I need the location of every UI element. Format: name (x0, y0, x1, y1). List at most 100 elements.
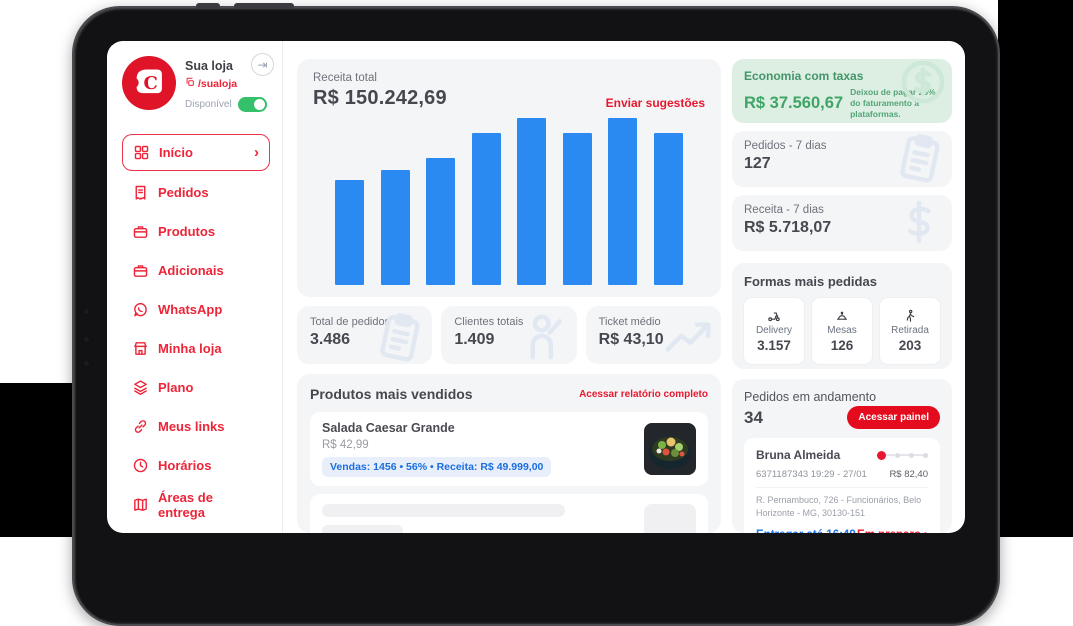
clipboard-watermark-icon (892, 131, 946, 187)
stats-row: Total de pedidos 3.486 Clientes totais 1.40… (297, 306, 721, 364)
orders-7days-value: 127 (744, 155, 771, 172)
background-patch-right (998, 0, 1073, 537)
sidebar-item-areas-de-entrega[interactable]: Áreas de entrega (122, 485, 270, 524)
availability-toggle[interactable] (237, 97, 267, 112)
order-customer-name: Bruna Almeida (756, 448, 841, 462)
tablet-frame: ⇥ C Sua loja /sualoja (72, 3, 1000, 626)
link-icon (132, 418, 149, 435)
map-icon (132, 496, 149, 513)
sidebar: ⇥ C Sua loja /sualoja (107, 41, 283, 533)
order-type-retirada: Retirada 203 (880, 298, 940, 364)
main-panel: Receita total R$ 150.242,69 Enviar suges… (283, 41, 732, 533)
order-status-text: Em preparo (857, 529, 921, 533)
order-address: R. Pernambuco, 726 - Funcionários, Belo … (756, 487, 928, 520)
stat-label: Total de pedidos (310, 316, 391, 328)
product-list-item[interactable]: Salada Caesar Grande R$ 42,99 Vendas: 14… (310, 412, 708, 486)
sidebar-item-plano[interactable]: Plano (122, 368, 270, 407)
store-handle: /sualoja (198, 77, 238, 90)
revenue-7days-card: Receita - 7 dias R$ 5.718,07 (732, 195, 952, 251)
order-type-label: Retirada (891, 325, 929, 336)
top-products-title: Produtos mais vendidos (310, 386, 473, 402)
sidebar-item-minha-loja[interactable]: Minha loja (122, 329, 270, 368)
whatsapp-icon (132, 301, 149, 318)
sidebar-item-whatsapp[interactable]: WhatsApp (122, 290, 270, 329)
savings-title: Economia com taxas (744, 69, 864, 83)
right-panel: Economia com taxas R$ 37.560,67 Deixou d… (732, 41, 965, 533)
grid-icon (133, 144, 150, 161)
order-type-value: 203 (898, 338, 922, 353)
sidebar-item-label: Plano (158, 380, 194, 395)
layers-icon (132, 379, 149, 396)
stat-label: Clientes totais (454, 316, 524, 328)
revenue-label: Receita total (313, 72, 377, 84)
order-status-link[interactable]: Em preparo › (857, 529, 928, 533)
order-total: R$ 82,40 (889, 469, 928, 480)
store-name: Sua loja (185, 59, 233, 73)
order-types-title: Formas mais pedidas (744, 274, 877, 289)
order-card[interactable]: Bruna Almeida 6371187343 19:29 - 27/01 R… (744, 438, 940, 533)
orders-7days-label: Pedidos - 7 dias (744, 140, 827, 152)
order-type-value: 3.157 (757, 338, 791, 353)
chevron-right-icon: › (924, 529, 928, 533)
person-watermark-icon (517, 310, 571, 364)
sidebar-item-label: Início (159, 145, 193, 160)
stat-value: 3.486 (310, 331, 351, 348)
chart-bar (517, 118, 547, 285)
ongoing-count: 34 (744, 407, 763, 427)
receipt-icon (132, 184, 149, 201)
revenue-chart-card: Receita total R$ 150.242,69 Enviar suges… (297, 59, 721, 297)
access-panel-button[interactable]: Acessar painel (847, 406, 940, 429)
sidebar-item-meus-links[interactable]: Meus links (122, 407, 270, 446)
sidebar-item-produtos[interactable]: Produtos (122, 212, 270, 251)
skeleton-bar (322, 504, 566, 517)
storefront-icon (132, 340, 149, 357)
sidebar-item-label: Áreas de entrega (158, 489, 213, 520)
sidebar-item-label: Adicionais (158, 263, 224, 278)
chart-bar (426, 158, 456, 285)
sidebar-item-label: Meus links (158, 419, 225, 434)
store-logo: C (122, 56, 176, 110)
stat-card-total-de-pedidos: Total de pedidos 3.486 (297, 306, 433, 364)
trend-watermark-icon (661, 310, 715, 364)
revenue-7days-label: Receita - 7 dias (744, 204, 824, 216)
chevron-right-icon: › (254, 144, 259, 161)
order-type-mesas: Mesas 126 (812, 298, 872, 364)
order-types-card: Formas mais pedidas Delivery 3.157 Mesas 12… (732, 263, 952, 369)
tablet-side-detail (83, 336, 90, 343)
sidebar-menu: Início › Pedidos Produtos Adicionais WhatsApp… (122, 134, 270, 524)
stat-card-ticket-medio: Ticket médio R$ 43,10 (585, 306, 721, 364)
skeleton-bar (322, 525, 404, 533)
chart-bar (608, 118, 638, 285)
sidebar-item-horarios[interactable]: Horários (122, 446, 270, 485)
clock-icon (132, 457, 149, 474)
sidebar-item-inicio[interactable]: Início › (122, 134, 270, 171)
store-handle-link[interactable]: /sualoja (185, 77, 267, 90)
svg-text:C: C (144, 73, 158, 94)
chart-bar (653, 133, 683, 285)
fee-savings-card: Economia com taxas R$ 37.560,67 Deixou d… (732, 59, 952, 123)
copy-icon (185, 77, 195, 90)
savings-note: Deixou de pagar 25% do faturamento à pla… (850, 87, 936, 120)
app-screen: ⇥ C Sua loja /sualoja (107, 41, 965, 533)
toggle-knob (253, 99, 265, 110)
ongoing-title: Pedidos em andamento (744, 390, 877, 404)
sidebar-item-label: Produtos (158, 224, 216, 239)
bell-icon (835, 309, 849, 323)
full-report-link[interactable]: Acessar relatório completo (579, 388, 708, 400)
product-sales-badge: Vendas: 1456 • 56% • Receita: R$ 49.999,… (322, 457, 552, 477)
sidebar-item-label: Horários (158, 458, 212, 473)
chart-bar (562, 133, 592, 285)
sidebar-item-pedidos[interactable]: Pedidos (122, 173, 270, 212)
sidebar-item-adicionais[interactable]: Adicionais (122, 251, 270, 290)
send-suggestions-link[interactable]: Enviar sugestões (605, 96, 705, 110)
sidebar-collapse-button[interactable]: ⇥ (251, 53, 274, 76)
walk-icon (903, 309, 917, 323)
stat-value: R$ 43,10 (598, 331, 664, 348)
stat-value: 1.409 (454, 331, 495, 348)
store-header: C Sua loja /sualoja Disponível (122, 56, 270, 112)
ongoing-orders-card: Pedidos em andamento 34 Acessar painel B… (732, 379, 952, 533)
collapse-arrow-icon: ⇥ (257, 57, 268, 72)
clipboard-watermark-icon (372, 310, 426, 364)
savings-value: R$ 37.560,67 (744, 94, 844, 113)
chart-bar (471, 133, 501, 285)
